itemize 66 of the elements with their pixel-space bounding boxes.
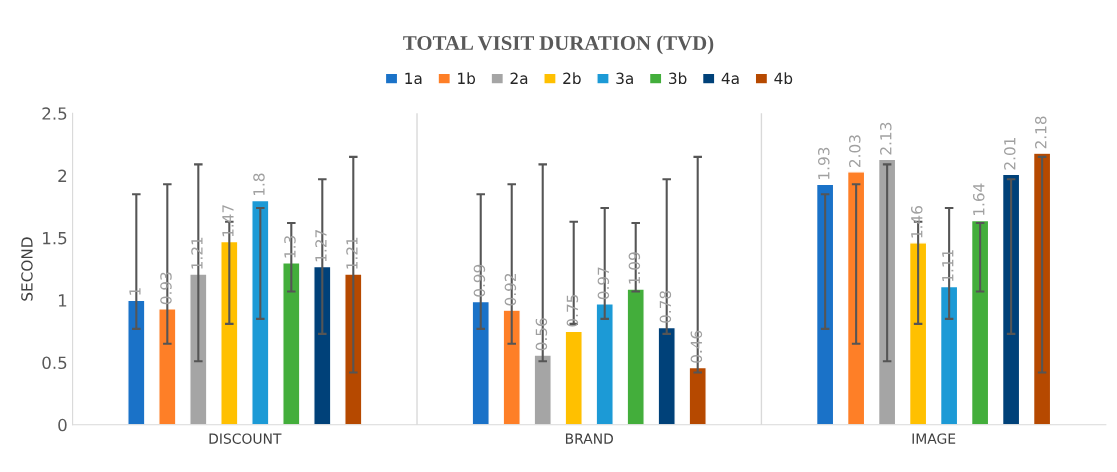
legend-label: 1a — [405, 72, 422, 85]
data-label: 0.46 — [690, 330, 703, 363]
data-label: 1.3 — [284, 236, 296, 258]
bar — [1001, 173, 1021, 425]
data-label: 0.99 — [473, 264, 486, 297]
data-label: 1.64 — [973, 183, 985, 216]
data-label: 1.27 — [315, 230, 327, 262]
data-label: 2.03 — [849, 135, 861, 167]
data-label: 0.93 — [160, 272, 172, 305]
data-label: 1.8 — [253, 173, 265, 196]
y-tick-label: 0.5 — [42, 356, 67, 370]
bar — [344, 273, 363, 425]
bar — [471, 300, 490, 425]
x-tick-label: BRAND — [565, 433, 613, 444]
legend-label: 3a — [616, 72, 633, 85]
legend-label: 4a — [721, 72, 739, 85]
data-label: 0.92 — [504, 273, 517, 306]
bar — [158, 308, 177, 425]
bar — [970, 219, 990, 425]
bar — [313, 265, 332, 425]
data-label: 1.46 — [911, 206, 923, 238]
x-tick-label: DISCOUNT — [209, 433, 282, 444]
bar — [564, 330, 583, 425]
bar — [688, 366, 707, 425]
legend-label: 4b — [774, 72, 793, 85]
bar — [595, 303, 614, 425]
data-label: 0.75 — [566, 294, 579, 327]
bar — [189, 273, 208, 425]
bar — [127, 299, 146, 425]
data-label: 2.01 — [1003, 137, 1016, 170]
bar — [908, 242, 928, 425]
bar — [502, 309, 521, 425]
y-tick-label: 1 — [58, 294, 67, 307]
y-tick-label: 0 — [58, 418, 67, 432]
data-label: 1.21 — [191, 237, 203, 269]
y-tick-label: 2 — [58, 169, 67, 182]
bar — [657, 326, 676, 425]
chart-title: TOTAL VISIT DURATION (TVD) — [403, 35, 714, 55]
data-label: 2.13 — [880, 122, 892, 155]
y-axis-title: SECOND — [21, 237, 33, 301]
y-tick-label: 2.5 — [42, 107, 67, 120]
bar — [846, 171, 866, 425]
bar — [251, 199, 270, 425]
data-label: 2.18 — [1034, 116, 1047, 149]
legend-label: 1b — [458, 72, 476, 85]
data-label: 1.47 — [222, 205, 234, 237]
data-label: 0.78 — [659, 290, 672, 323]
bar — [626, 288, 645, 425]
bar — [533, 354, 552, 425]
bar — [220, 240, 239, 425]
data-label: 0.97 — [597, 267, 610, 300]
legend-label: 3b — [669, 72, 687, 85]
y-tick-label: 1.5 — [43, 232, 67, 245]
data-label: 1.93 — [818, 147, 830, 179]
bar — [939, 285, 959, 425]
data-label: 1 — [129, 288, 141, 295]
data-label: 1.21 — [346, 237, 358, 269]
bar — [282, 262, 301, 425]
legend-label: 2a — [510, 72, 528, 85]
data-label: 1.09 — [628, 252, 641, 284]
data-label: 0.56 — [535, 318, 548, 351]
x-tick-label: IMAGE — [912, 433, 956, 444]
bar — [815, 183, 835, 425]
legend-label: 2b — [563, 72, 581, 85]
bar — [877, 158, 897, 425]
data-label: 1.11 — [942, 250, 954, 282]
